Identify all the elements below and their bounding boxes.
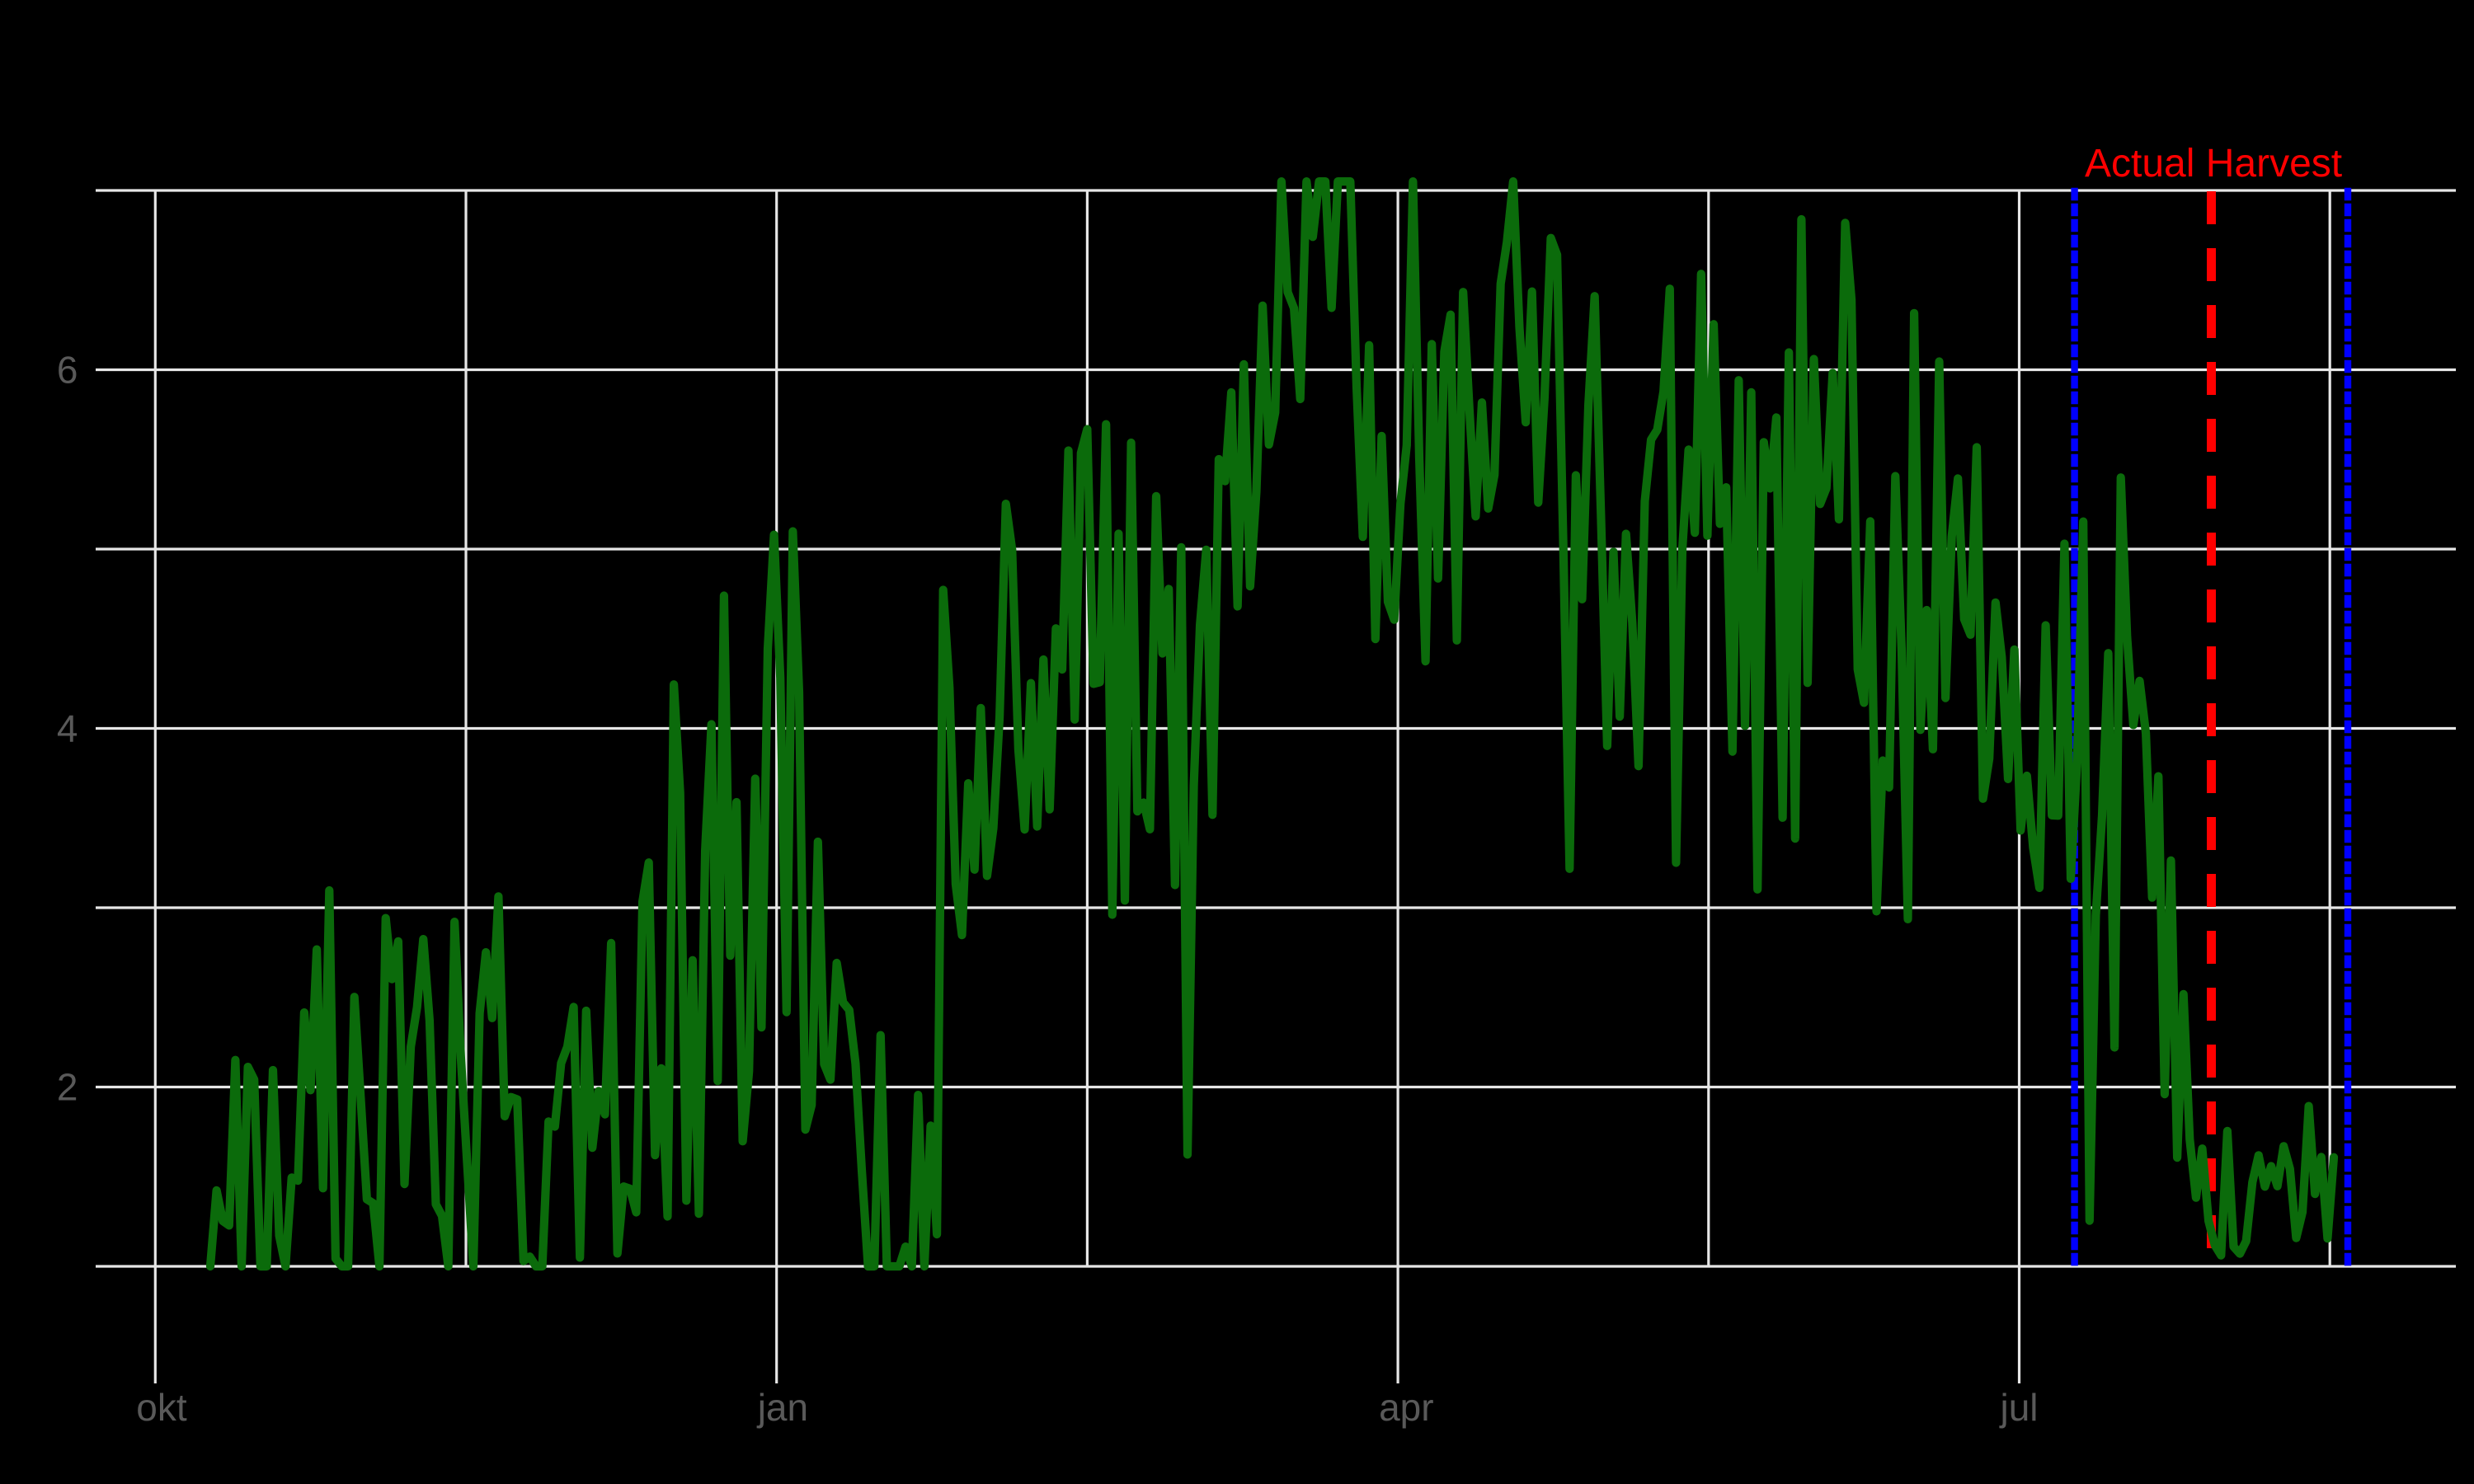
svg-text:4: 4: [57, 707, 78, 750]
svg-text:apr: apr: [1379, 1386, 1433, 1429]
svg-text:6: 6: [57, 349, 78, 392]
svg-text:2: 2: [57, 1066, 78, 1109]
svg-text:jul: jul: [1999, 1386, 2039, 1429]
svg-text:okt: okt: [136, 1386, 187, 1429]
svg-text:jan: jan: [756, 1386, 808, 1429]
svg-text:Actual Harvest: Actual Harvest: [2085, 142, 2342, 186]
